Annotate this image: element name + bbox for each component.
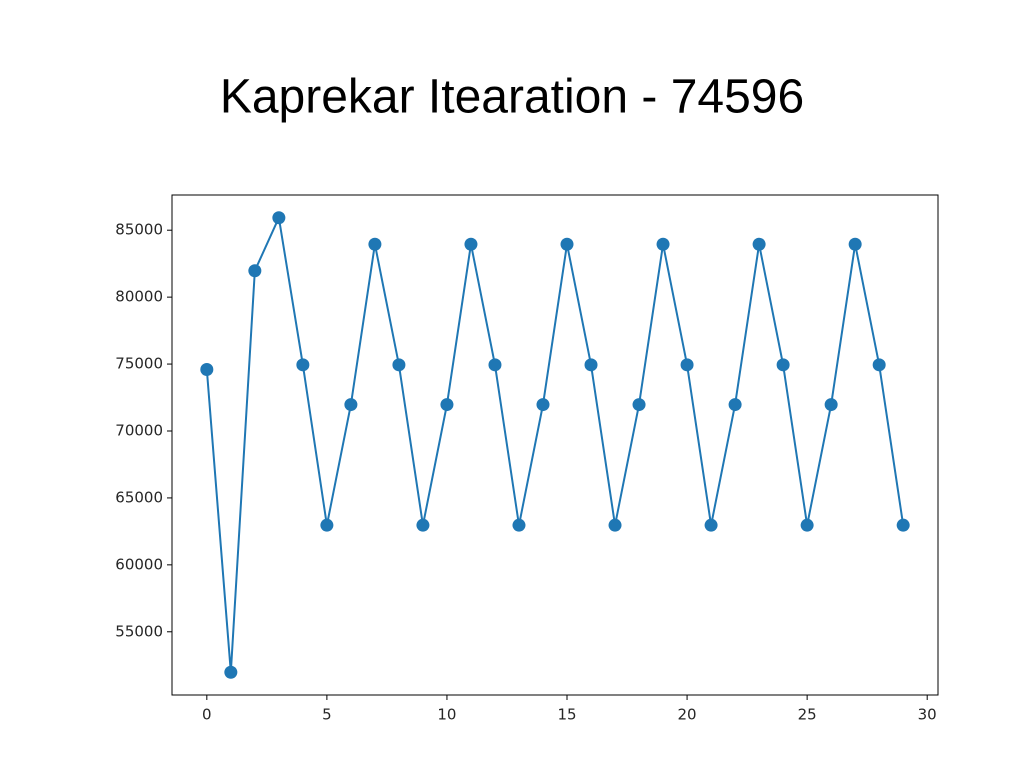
series-line <box>205 214 905 673</box>
x-tick-label: 10 <box>437 706 456 724</box>
point <box>896 518 910 532</box>
x-tick-label: 0 <box>202 706 212 724</box>
x-tick-label: 30 <box>918 706 937 724</box>
point <box>296 358 310 372</box>
point <box>584 358 598 372</box>
x-tick-label: 20 <box>678 706 697 724</box>
point <box>224 665 238 679</box>
point <box>752 237 766 251</box>
point <box>344 398 358 412</box>
x-tick-label: 5 <box>322 706 332 724</box>
plot-frame <box>171 194 939 696</box>
x-tick-label: 15 <box>557 706 576 724</box>
point <box>464 237 478 251</box>
point <box>248 264 262 278</box>
point <box>392 358 406 372</box>
point <box>656 237 670 251</box>
point <box>200 362 214 376</box>
point <box>632 398 646 412</box>
point <box>824 398 838 412</box>
chart-title: Kaprekar Itearation - 74596 <box>220 71 804 124</box>
point <box>728 398 742 412</box>
point <box>872 358 886 372</box>
y-tick-label: 65000 <box>115 488 163 506</box>
point <box>560 237 574 251</box>
point <box>800 518 814 532</box>
point <box>608 518 622 532</box>
point <box>416 518 430 532</box>
point <box>272 211 286 225</box>
point <box>680 358 694 372</box>
point <box>440 398 454 412</box>
point <box>512 518 526 532</box>
y-tick-label: 85000 <box>115 221 163 239</box>
point <box>776 358 790 372</box>
y-tick-label: 80000 <box>115 288 163 306</box>
y-tick-label: 70000 <box>115 421 163 439</box>
point <box>488 358 502 372</box>
y-tick-label: 60000 <box>115 555 163 573</box>
point <box>368 237 382 251</box>
point <box>536 398 550 412</box>
x-tick-label: 25 <box>798 706 817 724</box>
y-tick-label: 75000 <box>115 355 163 373</box>
y-tick-label: 55000 <box>115 622 163 640</box>
point <box>848 237 862 251</box>
point <box>320 518 334 532</box>
point <box>704 518 718 532</box>
